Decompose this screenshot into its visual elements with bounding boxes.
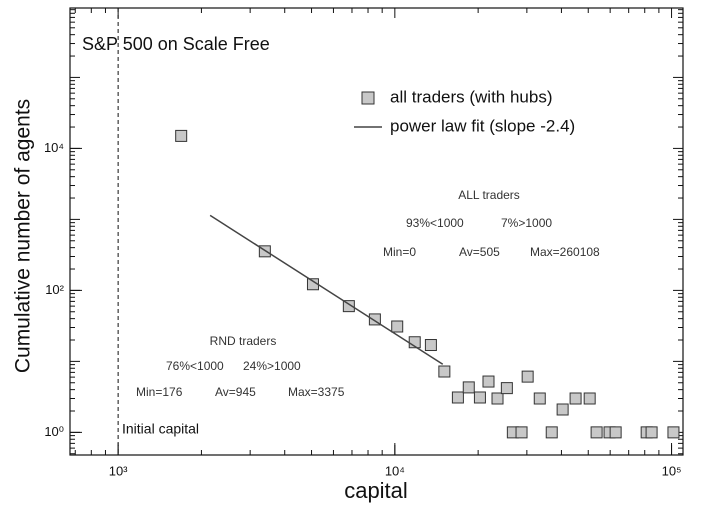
data-point <box>533 392 546 405</box>
annotation: Min=0 <box>383 245 416 259</box>
data-point <box>482 375 495 388</box>
data-point <box>491 392 504 405</box>
data-point <box>515 426 528 439</box>
y-tick-label: 10² <box>45 282 64 297</box>
data-point <box>569 392 582 405</box>
x-tick-label: 10⁵ <box>662 463 682 478</box>
y-axis-label: Cumulative number of agents <box>12 99 35 373</box>
data-point <box>438 365 451 378</box>
fit-line <box>209 214 444 365</box>
data-point <box>424 339 437 352</box>
y-tick-label: 10⁰ <box>44 424 64 439</box>
vline-label: Initial capital <box>122 421 199 437</box>
annotation: Av=505 <box>459 245 500 259</box>
x-tick-label: 10⁴ <box>385 463 405 478</box>
data-point <box>451 391 464 404</box>
data-point <box>500 382 513 395</box>
data-point <box>391 320 404 333</box>
data-point <box>258 245 271 258</box>
data-point <box>583 392 596 405</box>
data-point <box>473 391 486 404</box>
y-tick-label: 10⁴ <box>44 140 64 155</box>
data-point <box>556 403 569 416</box>
annotation: 93%<1000 <box>406 216 464 230</box>
annotation: RND traders <box>210 334 277 348</box>
annotation: Min=176 <box>136 385 183 399</box>
data-point <box>590 426 603 439</box>
data-point <box>368 313 381 326</box>
legend-marker <box>361 91 375 105</box>
legend-label: power law fit (slope -2.4) <box>390 116 575 135</box>
annotation: Av=945 <box>215 385 256 399</box>
data-point <box>645 426 658 439</box>
annotation: 24%>1000 <box>243 359 301 373</box>
data-point <box>342 300 355 313</box>
x-tick-label: 10³ <box>109 463 128 478</box>
annotation: Max=3375 <box>288 385 345 399</box>
data-point <box>175 129 188 142</box>
x-axis-label: capital <box>344 478 408 503</box>
annotation: 7%>1000 <box>501 216 552 230</box>
data-point <box>609 426 622 439</box>
annotation: ALL traders <box>458 188 520 202</box>
chart-title: S&P 500 on Scale Free <box>82 34 270 54</box>
data-point <box>545 426 558 439</box>
annotation: 76%<1000 <box>166 359 224 373</box>
data-point <box>462 381 475 394</box>
legend-label: all traders (with hubs) <box>390 87 553 106</box>
data-point <box>521 370 534 383</box>
annotation: Max=260108 <box>530 245 600 259</box>
data-point <box>667 426 680 439</box>
plot-frame <box>69 7 684 456</box>
